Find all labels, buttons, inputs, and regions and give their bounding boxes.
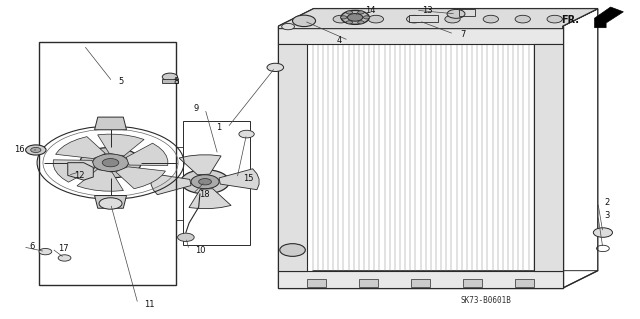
Text: 16: 16 [14,145,25,154]
Polygon shape [595,7,623,28]
Text: 14: 14 [365,6,375,15]
Circle shape [341,11,369,24]
Bar [463,278,482,286]
Polygon shape [116,167,166,189]
Circle shape [515,15,531,23]
Circle shape [445,15,460,23]
Text: 6: 6 [29,242,35,251]
Circle shape [593,228,612,237]
Bar [359,278,378,286]
Text: 15: 15 [243,174,254,183]
Text: 10: 10 [195,246,206,255]
Polygon shape [77,169,124,191]
Polygon shape [189,189,231,209]
Circle shape [447,10,465,18]
Text: 18: 18 [198,190,209,199]
Bar [278,26,563,288]
Text: 7: 7 [461,30,466,39]
Circle shape [292,15,316,26]
Bar [278,44,307,271]
Text: 4: 4 [337,36,342,45]
Circle shape [198,179,211,185]
Polygon shape [68,163,93,180]
Circle shape [282,23,294,30]
Polygon shape [95,117,127,130]
Circle shape [163,73,177,81]
Polygon shape [151,174,191,195]
Bar [307,278,326,286]
Bar [163,78,177,83]
Text: 13: 13 [422,6,433,15]
Circle shape [267,63,284,71]
Text: 3: 3 [604,211,609,219]
Polygon shape [98,134,144,156]
Circle shape [99,198,122,209]
Circle shape [346,11,353,14]
Bar [534,44,563,271]
Bar [182,122,250,245]
Polygon shape [179,155,221,175]
Circle shape [368,15,383,23]
Circle shape [280,244,305,256]
Circle shape [333,15,348,23]
Circle shape [58,255,71,261]
Circle shape [191,175,219,189]
Circle shape [239,130,254,138]
Circle shape [358,11,364,14]
Circle shape [358,21,364,24]
Text: 17: 17 [58,244,68,253]
Circle shape [80,147,141,178]
Polygon shape [126,143,168,166]
Circle shape [346,21,353,24]
Circle shape [177,233,194,241]
Circle shape [547,15,563,23]
Circle shape [348,14,363,21]
Bar [39,42,176,285]
Circle shape [340,16,347,19]
Bar [460,9,475,17]
Circle shape [26,145,46,155]
Polygon shape [53,160,95,182]
Circle shape [102,159,119,167]
Polygon shape [219,169,259,190]
Text: 8: 8 [173,77,179,86]
Circle shape [31,147,41,152]
Circle shape [364,16,370,19]
Polygon shape [278,9,598,29]
Bar [278,26,563,44]
Text: 12: 12 [74,171,84,180]
Text: FR.: FR. [561,15,579,25]
Bar [515,278,534,286]
Text: 9: 9 [193,104,198,113]
Text: 5: 5 [119,77,124,86]
Polygon shape [56,137,106,159]
Bar [278,271,563,288]
Bar [411,278,430,286]
Circle shape [39,249,52,255]
Circle shape [93,154,129,172]
Text: 2: 2 [604,198,609,207]
Circle shape [483,15,499,23]
Bar [410,15,438,22]
Circle shape [406,15,422,23]
Text: 11: 11 [145,300,155,308]
Text: SK73-B0601B: SK73-B0601B [461,296,511,305]
Text: 1: 1 [216,123,221,132]
Circle shape [180,170,229,194]
Polygon shape [95,196,127,208]
